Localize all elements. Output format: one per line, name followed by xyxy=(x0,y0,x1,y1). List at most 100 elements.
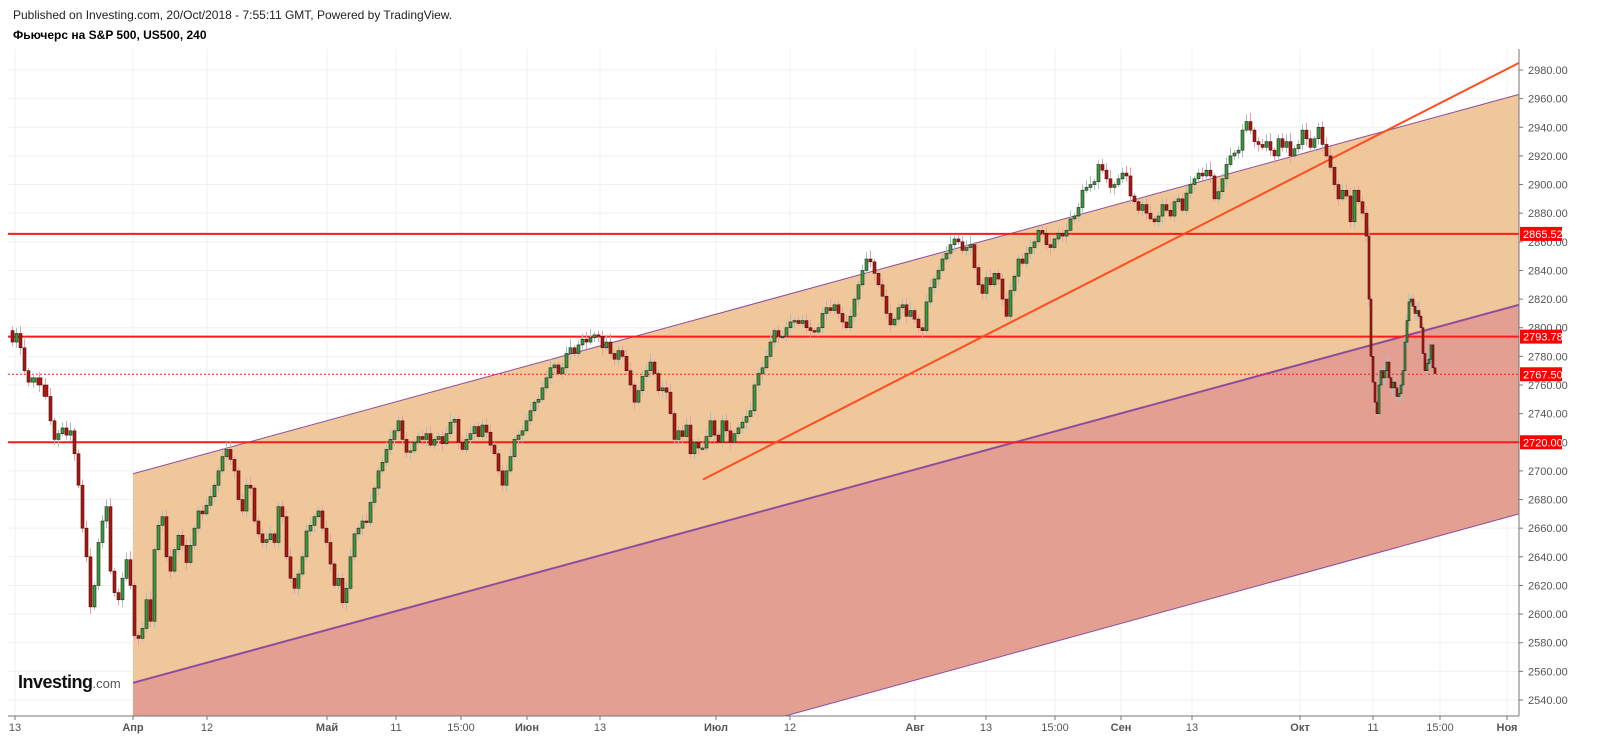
candle-down xyxy=(876,273,881,286)
candle-down xyxy=(288,556,293,579)
candle-up xyxy=(216,470,221,486)
candle-down xyxy=(1371,356,1375,383)
investing-logo[interactable]: Investing.com xyxy=(18,672,121,693)
candle-down xyxy=(1168,210,1173,217)
candle-up xyxy=(1244,121,1249,131)
candle-up xyxy=(1192,178,1197,185)
candle-up xyxy=(528,410,533,422)
candle-up xyxy=(564,353,569,369)
candle-up xyxy=(900,304,905,308)
y-tick-label: 2880.00 xyxy=(1528,208,1568,220)
candle-down xyxy=(724,420,729,432)
candle-down xyxy=(1336,184,1341,200)
y-tick-label: 2660.00 xyxy=(1528,523,1568,535)
candle-down xyxy=(364,520,369,523)
candle-down xyxy=(324,527,329,543)
candle-down xyxy=(1200,172,1205,177)
candle-down xyxy=(980,284,985,294)
candle-up xyxy=(188,545,193,563)
candle-down xyxy=(688,424,693,455)
candle-up xyxy=(700,447,705,450)
candle-down xyxy=(620,350,625,357)
y-tick-label: 2820.00 xyxy=(1528,294,1568,306)
x-tick-label: 11 xyxy=(1367,722,1378,734)
candle-up xyxy=(396,420,401,432)
candle-down xyxy=(1324,144,1329,157)
candles xyxy=(10,112,1437,646)
candle-up xyxy=(304,530,309,558)
price-channel[interactable] xyxy=(132,93,1520,717)
trend-line[interactable] xyxy=(702,61,1520,481)
candle-up xyxy=(636,390,641,403)
candle-up xyxy=(172,549,177,572)
x-tick-label: 13 xyxy=(9,722,21,734)
candle-up xyxy=(1427,358,1431,364)
candle-up xyxy=(616,350,621,360)
candle-down xyxy=(612,353,617,360)
candle-down xyxy=(652,361,657,374)
candle-down xyxy=(84,527,89,558)
candle-down xyxy=(796,320,801,324)
candle-up xyxy=(1391,381,1395,389)
candle-down xyxy=(272,533,277,543)
candle-up xyxy=(344,588,349,603)
candle-down xyxy=(712,420,717,436)
candle-down xyxy=(1387,361,1391,379)
candle-up xyxy=(1220,178,1225,193)
y-tick-label: 2760.00 xyxy=(1528,380,1568,392)
x-tick-label: 12 xyxy=(784,722,796,734)
channel-upper-line[interactable] xyxy=(132,93,1520,475)
horizontal-levels[interactable] xyxy=(8,232,1519,444)
candle-up xyxy=(296,573,301,589)
channel-middle-line[interactable] xyxy=(132,303,1520,684)
y-tick-label: 2600.00 xyxy=(1528,609,1568,621)
candle-down xyxy=(804,320,809,329)
candle-down xyxy=(716,434,721,443)
y-tick-label: 2680.00 xyxy=(1528,495,1568,507)
candle-down xyxy=(600,336,605,349)
candle-up xyxy=(452,419,457,423)
candle-up xyxy=(192,527,197,546)
candle-down xyxy=(1144,204,1149,214)
y-tick-label: 2740.00 xyxy=(1528,409,1568,421)
x-tick-label: Июн xyxy=(515,722,539,734)
candle-up xyxy=(156,525,161,550)
candle-up xyxy=(1407,301,1411,321)
candle-up xyxy=(932,278,937,288)
candle-up xyxy=(360,520,365,529)
candle-up xyxy=(524,420,529,432)
ascending-trend-line[interactable] xyxy=(702,61,1520,481)
logo-brand: Investing xyxy=(18,672,93,692)
candle-down xyxy=(1417,310,1421,317)
candle-up xyxy=(120,577,125,601)
candle-up xyxy=(748,410,753,417)
candle-down xyxy=(1421,327,1425,354)
candle-up xyxy=(548,367,553,379)
candle-down xyxy=(200,510,205,515)
candle-up xyxy=(368,502,373,523)
channel-upper-zone xyxy=(133,94,1519,683)
candle-up xyxy=(468,433,473,440)
candle-up xyxy=(908,310,913,317)
candle-up xyxy=(1415,310,1419,314)
candle-down xyxy=(1104,169,1109,180)
candle-up xyxy=(436,436,441,440)
candle-down xyxy=(404,439,409,453)
price-tag-label: 2865.52 xyxy=(1523,229,1563,241)
candle-up xyxy=(1036,230,1041,243)
candle-up xyxy=(384,449,389,463)
candle-down xyxy=(1411,298,1415,307)
candle-up xyxy=(816,327,821,333)
channel-lower-line[interactable] xyxy=(784,513,1520,717)
candle-up xyxy=(1076,207,1081,217)
candle-down xyxy=(916,318,921,329)
candle-up xyxy=(1409,298,1413,303)
candle-down xyxy=(1304,129,1309,140)
candle-up xyxy=(924,301,929,331)
candle-up xyxy=(1084,187,1089,191)
candle-up xyxy=(928,287,933,303)
candle-down xyxy=(236,470,241,500)
candle-down xyxy=(252,487,257,522)
price-tag xyxy=(1520,329,1562,344)
